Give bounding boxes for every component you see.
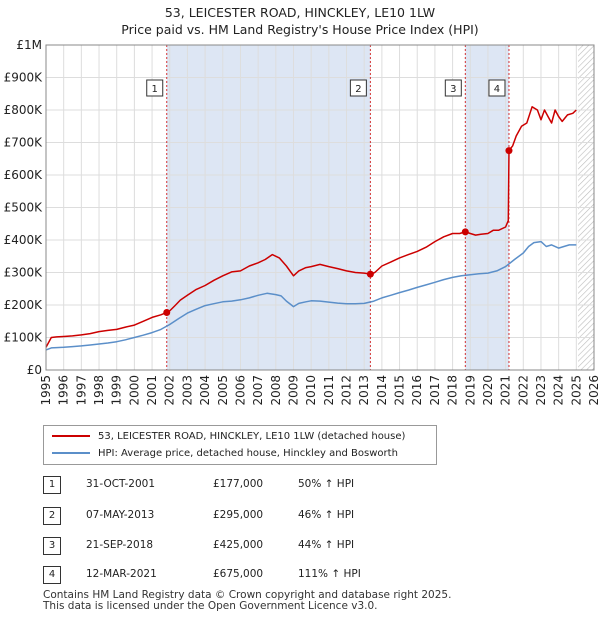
x-tick-label: 2013 [357,375,371,406]
y-tick-label: £800K [4,103,44,117]
sale-hpi-change: 46% ↑ HPI [298,509,354,521]
x-tick-label: 2009 [286,375,300,406]
x-tick-label: 2004 [198,375,212,406]
y-tick-label: £500K [4,201,44,215]
y-tick-label: £400K [4,233,44,247]
x-tick-label: 2022 [516,375,530,406]
sales-row: 4 12-MAR-2021 £675,000 111% ↑ HPI [43,566,463,586]
y-tick-label: £200K [4,298,44,312]
sale-point [367,271,374,278]
legend-item-property: 53, LEICESTER ROAD, HINCKLEY, LE10 1LW (… [52,429,405,443]
x-tick-label: 2024 [552,375,566,406]
y-tick-label: £0 [27,363,42,377]
x-tick-label: 2006 [233,375,247,406]
sales-row: 2 07-MAY-2013 £295,000 46% ↑ HPI [43,507,463,527]
legend-label-property: 53, LEICESTER ROAD, HINCKLEY, LE10 1LW (… [98,431,405,442]
sale-date: 07-MAY-2013 [86,509,154,521]
x-tick-label: 2014 [375,375,389,406]
y-tick-label: £100K [4,331,44,345]
y-tick-label: £1M [16,38,42,52]
sale-number-badge: 3 [43,537,61,555]
sale-number-label: 2 [355,84,361,95]
x-tick-label: 2017 [428,375,442,406]
sales-row: 3 21-SEP-2018 £425,000 44% ↑ HPI [43,537,463,557]
legend-item-hpi: HPI: Average price, detached house, Hinc… [52,446,398,460]
x-tick-label: 2018 [446,375,460,406]
x-tick-label: 2001 [145,375,159,406]
sale-point [505,147,512,154]
x-tick-label: 2002 [163,375,177,406]
sale-number-label: 3 [450,84,456,95]
sale-price: £295,000 [213,509,263,521]
x-tick-label: 2008 [269,375,283,406]
chart-legend: 53, LEICESTER ROAD, HINCKLEY, LE10 1LW (… [43,425,437,465]
sale-date: 12-MAR-2021 [86,568,157,580]
sale-hpi-change: 50% ↑ HPI [298,478,354,490]
sale-number-badge: 2 [43,507,61,525]
x-tick-label: 2012 [340,375,354,406]
x-tick-label: 2023 [534,375,548,406]
x-tick-label: 2021 [499,375,513,406]
sale-number-badge: 4 [43,566,61,584]
x-tick-label: 2003 [180,375,194,406]
sale-date: 21-SEP-2018 [86,539,153,551]
legend-swatch-property [52,435,90,437]
footer-licence: This data is licensed under the Open Gov… [43,601,451,612]
sale-hpi-change: 111% ↑ HPI [298,568,361,580]
sale-number-label: 4 [494,84,500,95]
sale-point [462,228,469,235]
x-tick-label: 2020 [481,375,495,406]
x-tick-label: 2026 [587,375,600,406]
y-tick-label: £300K [4,266,44,280]
x-tick-label: 2000 [127,375,141,406]
sale-number-badge: 1 [43,476,61,494]
x-tick-label: 2015 [393,375,407,406]
sale-number-box: 1 [147,80,163,96]
y-tick-label: £900K [4,71,44,85]
y-tick-label: £700K [4,136,44,150]
sales-row: 1 31-OCT-2001 £177,000 50% ↑ HPI [43,476,463,496]
x-tick-label: 1995 [39,375,53,406]
y-tick-label: £600K [4,168,44,182]
price-chart: 1 2 3 4 £0 £100K £200K £300K £400K £500K £600K £700… [0,0,600,420]
sale-number-label: 1 [152,84,158,95]
sale-price: £177,000 [213,478,263,490]
x-tick-label: 2007 [251,375,265,406]
x-tick-label: 2019 [463,375,477,406]
sale-price: £675,000 [213,568,263,580]
x-tick-label: 1997 [74,375,88,406]
sale-number-box: 3 [445,80,461,96]
sale-number-box: 2 [350,80,366,96]
x-tick-label: 2005 [216,375,230,406]
sale-date: 31-OCT-2001 [86,478,155,490]
legend-label-hpi: HPI: Average price, detached house, Hinc… [98,448,398,459]
x-tick-label: 2016 [410,375,424,406]
legend-swatch-hpi [52,452,90,454]
x-tick-label: 2010 [304,375,318,406]
x-tick-label: 2011 [322,375,336,406]
sale-point [163,309,170,316]
sale-hpi-change: 44% ↑ HPI [298,539,354,551]
footer: Contains HM Land Registry data © Crown c… [43,590,451,612]
x-tick-label: 2025 [569,375,583,406]
x-tick-label: 1996 [57,375,71,406]
x-tick-label: 1999 [110,375,124,406]
sale-price: £425,000 [213,539,263,551]
sale-number-box: 4 [489,80,505,96]
x-tick-label: 1998 [92,375,106,406]
